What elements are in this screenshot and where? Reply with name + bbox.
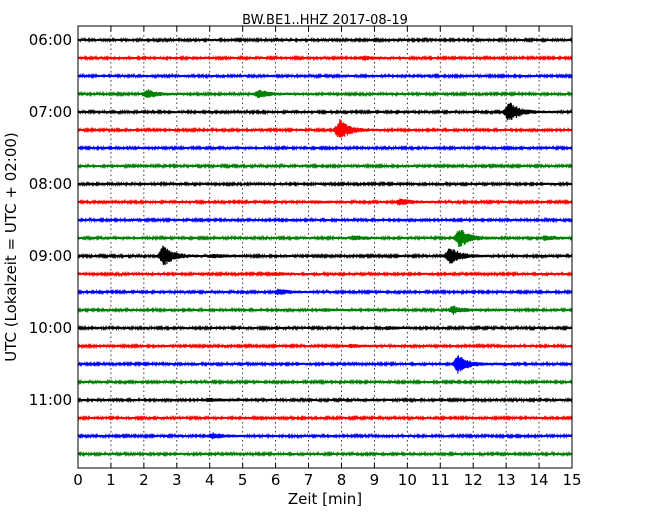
seismic-trace-0930 [77,288,573,296]
seismic-trace-0645 [77,89,573,99]
seismic-trace-1100 [77,396,573,404]
y-tick-label: 06:00 [29,31,72,49]
seismic-trace-0915 [77,270,573,278]
seismic-trace-0900 [77,245,573,266]
x-tick-label: 3 [172,471,182,489]
seismic-trace-1030 [77,355,573,374]
seismic-trace-1130 [77,432,573,440]
y-tick-label: 08:00 [29,175,72,193]
x-tick-label: 2 [139,471,149,489]
x-tick-label: 5 [238,471,248,489]
grid [110,26,540,468]
x-axis: 0 1 2 3 4 5 6 7 8 9 10 11 12 13 14 15 [73,26,582,489]
x-tick-label: 10 [398,471,417,489]
seismic-trace-1115 [77,414,573,422]
seismic-trace-0630 [77,72,573,80]
x-tick-label: 4 [205,471,215,489]
x-tick-label: 8 [337,471,347,489]
y-tick-label: 11:00 [29,391,72,409]
seismic-trace-1145 [77,450,573,458]
x-axis-label: Zeit [min] [288,490,362,508]
x-tick-label: 15 [562,471,581,489]
x-tick-label: 11 [431,471,450,489]
seismic-trace-0745 [77,162,573,170]
seismic-trace-0800 [77,180,573,188]
chart-title: BW.BE1..HHZ 2017-08-19 [242,13,408,28]
seismic-trace-0600 [77,36,573,44]
seismic-trace-1015 [77,342,573,350]
seismic-trace-0615 [77,54,573,62]
seismic-trace-0945 [77,305,573,315]
seismic-trace-0815 [77,198,573,206]
seismic-trace-0830 [77,216,573,224]
seismic-trace-1045 [77,378,573,386]
y-axis-label: UTC (Lokalzeit = UTC + 02:00) [2,132,20,362]
x-tick-label: 14 [530,471,549,489]
x-tick-label: 9 [370,471,380,489]
x-tick-label: 13 [497,471,516,489]
x-tick-label: 7 [304,471,314,489]
y-tick-label: 10:00 [29,319,72,337]
y-tick-label: 09:00 [29,247,72,265]
x-tick-label: 0 [73,471,83,489]
y-axis: 06:00 07:00 08:00 09:00 10:00 11:00 [29,31,572,409]
seismic-trace-0845 [77,229,573,247]
y-tick-label: 07:00 [29,103,72,121]
seismic-trace-0730 [77,144,573,152]
traces [77,36,573,458]
x-tick-label: 6 [271,471,281,489]
x-tick-label: 12 [464,471,483,489]
x-tick-label: 1 [106,471,116,489]
seismic-trace-1000 [77,324,573,332]
plot-frame [77,25,573,469]
seismic-trace-0700 [77,102,573,121]
seismic-trace-0715 [77,119,573,138]
